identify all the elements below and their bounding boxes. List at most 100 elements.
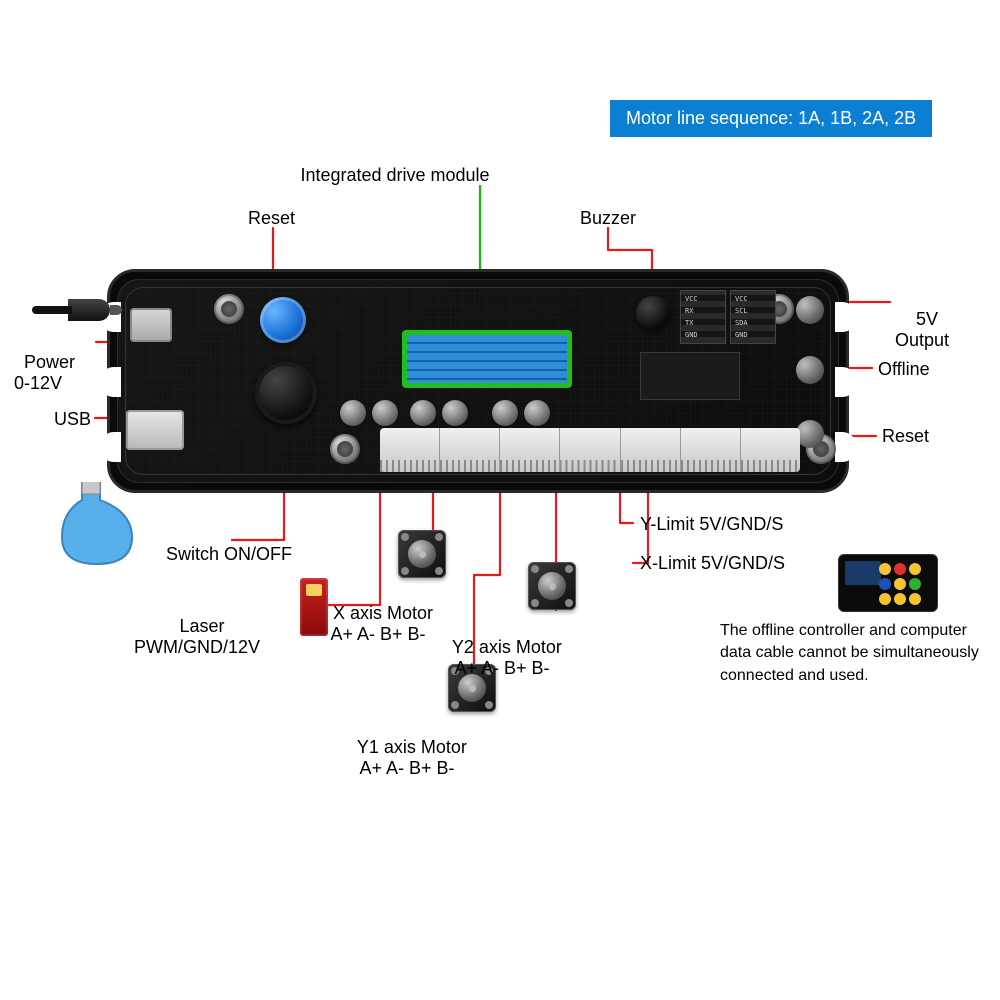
note-text: The offline controller and computer data… — [720, 622, 979, 684]
controller-button-dot — [909, 593, 921, 605]
controller-button-dot — [879, 578, 891, 590]
label-text: Reset — [248, 208, 295, 228]
label-switch: Switch ON/OFF — [166, 544, 292, 565]
capacitor — [410, 400, 436, 426]
label-offline: Offline — [878, 359, 930, 380]
label-power: Power 0-12V — [14, 331, 75, 394]
connector-slot — [681, 428, 741, 472]
label-text: USB — [54, 409, 91, 429]
board-notch — [835, 302, 857, 332]
usb-cable-icon — [42, 482, 152, 572]
label-text: X-Limit 5V/GND/S — [640, 553, 785, 573]
controller-button-dot — [879, 563, 891, 575]
label-y2-motor: Y2 axis Motor A+ A- B+ B- — [442, 616, 562, 679]
label-text: Power 0-12V — [14, 352, 75, 393]
label-text: X axis Motor A+ A- B+ B- — [330, 603, 433, 644]
offline-controller-icon — [838, 554, 938, 612]
label-text: Offline — [878, 359, 930, 379]
buzzer — [636, 296, 670, 330]
label-text: Integrated drive module — [300, 165, 489, 185]
capacitor — [492, 400, 518, 426]
connector-slot — [440, 428, 500, 472]
label-5v-output: 5V Output — [895, 288, 949, 351]
screw-dot — [531, 565, 539, 573]
connector-row — [380, 428, 800, 472]
label-integrated-drive: Integrated drive module — [300, 165, 489, 186]
label-text: Reset — [882, 426, 929, 446]
controller-button-dot — [894, 593, 906, 605]
offline-note: The offline controller and computer data… — [720, 620, 980, 687]
controller-buttons — [879, 563, 929, 605]
connector-cap — [796, 420, 824, 448]
controller-button-dot — [879, 593, 891, 605]
label-text: Y1 axis Motor A+ A- B+ B- — [357, 737, 467, 778]
controller-button-dot — [909, 563, 921, 575]
motor-sequence-banner: Motor line sequence: 1A, 1B, 2A, 2B — [610, 100, 932, 137]
board-notch — [99, 432, 121, 462]
pin-label: GND — [735, 330, 748, 340]
label-x-limit: X-Limit 5V/GND/S — [640, 553, 785, 574]
capacitor — [442, 400, 468, 426]
screw-dot — [451, 701, 459, 709]
reset-button — [260, 297, 306, 343]
screw-dot — [531, 599, 539, 607]
pin-label: TX — [685, 318, 693, 328]
screw-dot — [435, 533, 443, 541]
label-text: Y-Limit 5V/GND/S — [640, 514, 783, 534]
label-text: Buzzer — [580, 208, 636, 228]
screw — [214, 294, 244, 324]
controller-screen — [845, 561, 881, 585]
stepper-motor-icon — [528, 562, 576, 610]
screw-dot — [485, 701, 493, 709]
pin-label: SDA — [735, 318, 748, 328]
label-text: Y2 axis Motor A+ A- B+ B- — [452, 637, 562, 678]
label-y-limit: Y-Limit 5V/GND/S — [640, 514, 783, 535]
connector-slot — [500, 428, 560, 472]
screw — [330, 434, 360, 464]
capacitor — [524, 400, 550, 426]
stepper-motor-icon — [398, 530, 446, 578]
power-port — [130, 308, 172, 342]
label-text: Switch ON/OFF — [166, 544, 292, 564]
mcu-chip — [640, 352, 740, 400]
barrel-jack-icon — [68, 299, 110, 321]
board-notch — [835, 367, 857, 397]
screw-dot — [435, 567, 443, 575]
board-notch — [835, 432, 857, 462]
pin-label: VCC — [735, 294, 748, 304]
controller-board: VCC RX TX GND VCC SCL SDA GND — [107, 269, 849, 493]
pin-label: VCC — [685, 294, 698, 304]
label-text: Laser PWM/GND/12V — [134, 616, 260, 657]
controller-button-dot — [909, 578, 921, 590]
callout-lines — [0, 0, 1000, 1000]
capacitor — [372, 400, 398, 426]
label-laser: Laser PWM/GND/12V — [134, 595, 260, 658]
banner-text: Motor line sequence: 1A, 1B, 2A, 2B — [626, 108, 916, 128]
pin-header-right: VCC SCL SDA GND — [730, 290, 776, 344]
screw-dot — [565, 599, 573, 607]
label-y1-motor: Y1 axis Motor A+ A- B+ B- — [347, 716, 467, 779]
controller-button-dot — [894, 578, 906, 590]
usb-port — [126, 410, 184, 450]
connector-cap — [796, 296, 824, 324]
screw-dot — [401, 533, 409, 541]
capacitor — [340, 400, 366, 426]
pin-label: RX — [685, 306, 693, 316]
connector-slot — [380, 428, 440, 472]
pin-label: GND — [685, 330, 698, 340]
label-reset-top: Reset — [248, 208, 295, 229]
label-usb: USB — [54, 409, 91, 430]
screw-dot — [401, 567, 409, 575]
label-x-motor: X axis Motor A+ A- B+ B- — [323, 582, 433, 645]
board-notch — [99, 367, 121, 397]
screw-dot — [565, 565, 573, 573]
heatsink-drive-module — [402, 330, 572, 388]
switch-knob — [255, 362, 317, 424]
connector-cap — [796, 356, 824, 384]
label-reset-side: Reset — [882, 426, 929, 447]
controller-button-dot — [894, 563, 906, 575]
connector-slot — [560, 428, 620, 472]
label-buzzer: Buzzer — [580, 208, 636, 229]
connector-slot — [621, 428, 681, 472]
pin-label: SCL — [735, 306, 748, 316]
